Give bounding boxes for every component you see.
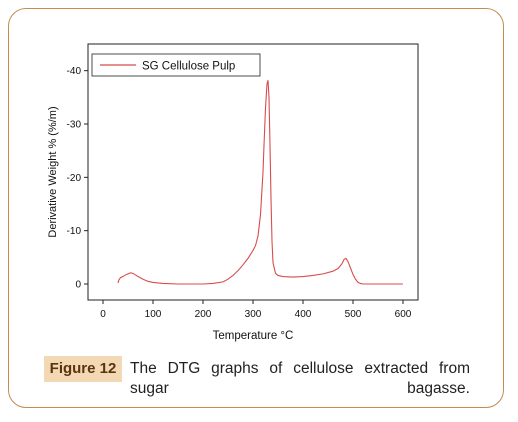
- x-tick-label: 600: [395, 309, 412, 320]
- x-tick-label: 300: [245, 309, 262, 320]
- y-tick-label: 0: [75, 280, 81, 291]
- legend: SG Cellulose Pulp: [91, 53, 261, 77]
- series-line-sg-cellulose-pulp: [117, 80, 403, 285]
- x-tick-label: 200: [195, 309, 212, 320]
- caption-text: The DTG graphs of cellulose extracted fr…: [130, 360, 470, 397]
- y-axis-label: Derivative Weight % (%/m): [47, 106, 59, 237]
- legend-label: SG Cellulose Pulp: [142, 61, 235, 73]
- plot-area: [87, 43, 419, 301]
- figure-label: Figure 12: [44, 356, 122, 382]
- legend-box: [91, 53, 261, 77]
- x-tick-label: 500: [345, 309, 362, 320]
- x-axis-label: Temperature °C: [213, 330, 294, 342]
- x-tick-label: 400: [295, 309, 312, 320]
- x-tick-label: 0: [100, 309, 106, 320]
- y-tick-label: -10: [67, 226, 82, 237]
- y-axis-ticks: 0 -10 -20 -30 -40: [67, 66, 88, 291]
- y-tick-label: -20: [67, 173, 82, 184]
- y-tick-label: -40: [67, 66, 82, 77]
- x-tick-label: 100: [145, 309, 162, 320]
- y-tick-label: -30: [67, 120, 82, 131]
- x-axis-ticks: 0 100 200 300 400 500 600: [100, 300, 412, 320]
- dtg-chart: 0 100 200 300 400 500 600 0 -10 -20 -30 -40 SG Cel…: [47, 43, 419, 342]
